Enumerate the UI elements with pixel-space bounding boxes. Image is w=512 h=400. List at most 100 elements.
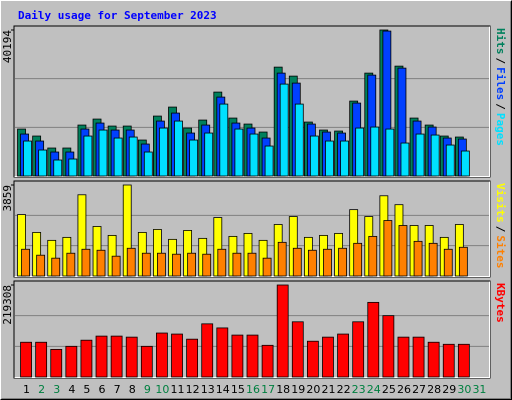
- bar: [128, 136, 138, 177]
- bar: [187, 252, 197, 277]
- x-tick-label: 5: [83, 383, 90, 396]
- legend-entry: Files: [494, 67, 507, 100]
- bar: [217, 248, 227, 277]
- legend: KBytes: [494, 283, 507, 323]
- x-tick-label: 7: [114, 383, 121, 396]
- bar: [68, 158, 78, 177]
- bar: [174, 120, 183, 177]
- bar: [157, 252, 166, 277]
- x-tick-label: 3: [53, 383, 60, 396]
- bar: [413, 240, 423, 277]
- bar: [383, 220, 393, 277]
- x-tick-label: 20: [306, 383, 320, 396]
- x-tick-label: 9: [144, 383, 151, 396]
- panel-highlight: [14, 26, 490, 177]
- bar: [323, 248, 332, 277]
- y-tick-label: 40194: [1, 30, 14, 63]
- x-tick-label: 4: [68, 383, 75, 396]
- legend-entry: Pages: [494, 113, 507, 146]
- bar: [443, 248, 453, 277]
- panel-highlight: [14, 181, 490, 277]
- bar: [367, 301, 380, 378]
- bar: [36, 254, 46, 277]
- legend-entry: Hits: [494, 28, 507, 55]
- bar: [427, 341, 440, 378]
- bar: [352, 321, 365, 378]
- bar: [141, 252, 151, 277]
- x-tick-label: 22: [337, 383, 351, 396]
- bar: [412, 336, 425, 378]
- bar: [355, 127, 365, 177]
- bar: [140, 345, 153, 378]
- bar: [143, 151, 153, 177]
- bar: [21, 248, 30, 277]
- bar: [23, 140, 32, 177]
- bar: [50, 348, 63, 378]
- legend-entry: Visits: [494, 183, 507, 223]
- bar: [398, 225, 408, 277]
- bar: [202, 253, 212, 277]
- bar: [53, 159, 63, 177]
- bar: [385, 128, 395, 177]
- legend-separator: /: [494, 58, 507, 65]
- bar: [277, 241, 287, 277]
- bar: [442, 343, 455, 378]
- bar: [98, 129, 108, 177]
- bar: [247, 252, 257, 277]
- bar: [340, 140, 349, 177]
- x-tick-label: 15: [231, 383, 245, 396]
- bar: [353, 242, 363, 277]
- bar: [338, 247, 347, 277]
- bar: [400, 142, 410, 177]
- bar: [460, 150, 470, 177]
- bar: [294, 103, 304, 177]
- bar: [370, 126, 380, 177]
- bar: [279, 83, 289, 177]
- bar: [95, 335, 108, 378]
- bar: [113, 137, 123, 177]
- chart-title: Daily usage for September 2023: [18, 9, 217, 22]
- bar: [20, 341, 32, 378]
- bar: [156, 332, 168, 378]
- legend: Hits / Files / Pages: [494, 28, 507, 146]
- bar: [38, 149, 48, 177]
- bar: [368, 235, 378, 277]
- bar: [189, 139, 199, 177]
- bar: [458, 246, 468, 277]
- x-tick-label: 18: [276, 383, 290, 396]
- x-tick-label: 23: [352, 383, 366, 396]
- bar: [66, 252, 76, 277]
- x-tick-label: 6: [99, 383, 106, 396]
- panel-highlight: [14, 281, 490, 378]
- bar: [322, 336, 334, 378]
- x-tick-label: 10: [155, 383, 169, 396]
- bar: [337, 333, 349, 378]
- bar: [80, 339, 93, 378]
- x-tick-label: 31: [472, 383, 486, 396]
- bar: [292, 247, 302, 277]
- bar: [51, 257, 61, 277]
- bar: [231, 334, 244, 378]
- bar: [261, 344, 274, 378]
- legend-separator: /: [494, 226, 507, 233]
- x-tick-label: 13: [201, 383, 215, 396]
- bar: [201, 323, 214, 378]
- bar: [264, 145, 274, 177]
- bar: [171, 333, 183, 378]
- legend-entry: Sites: [494, 235, 507, 268]
- legend-separator: /: [494, 103, 507, 110]
- bar: [172, 253, 181, 277]
- bar: [246, 334, 259, 378]
- bar: [110, 335, 123, 378]
- legend: Visits / Sites: [494, 183, 507, 269]
- y-tick-label: 219308: [1, 285, 14, 325]
- x-tick-label: 14: [216, 383, 230, 396]
- bar: [83, 135, 93, 177]
- bar: [249, 133, 259, 177]
- x-tick-label: 21: [321, 383, 335, 396]
- bar: [306, 340, 319, 378]
- x-tick-label: 11: [171, 383, 185, 396]
- x-tick-label: 8: [129, 383, 136, 396]
